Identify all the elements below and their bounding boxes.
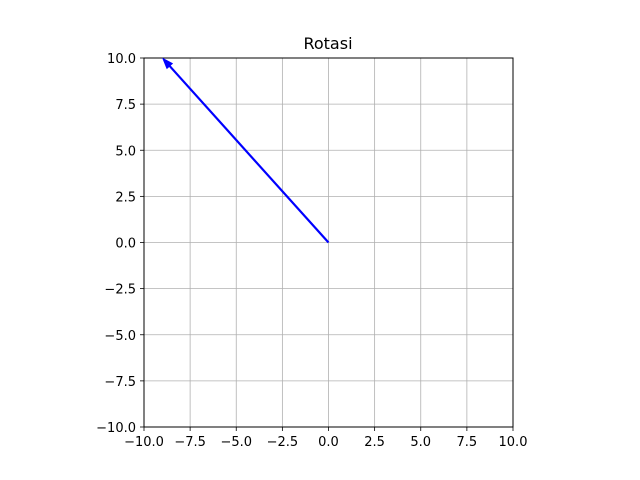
vector-head-0 <box>161 57 174 70</box>
y-tick-label-7: 7.5 <box>115 98 136 113</box>
y-tick-label-5: 2.5 <box>115 190 136 205</box>
vector-layer <box>161 57 330 244</box>
x-tick-label-0: −10.0 <box>124 435 164 450</box>
y-tick-label-0: −10.0 <box>96 421 136 436</box>
chart-title: Rotasi <box>303 34 352 53</box>
x-tick-label-6: 5.0 <box>410 435 431 450</box>
x-tick-label-2: −5.0 <box>220 435 252 450</box>
y-tick-label-6: 5.0 <box>115 144 136 159</box>
vector-shaft-0 <box>167 63 330 244</box>
y-tick-label-2: −5.0 <box>104 329 136 344</box>
y-tick-label-4: 0.0 <box>115 237 136 252</box>
y-tick-label-3: −2.5 <box>104 283 136 298</box>
tick-layer: −10.0 −7.5 −5.0 −2.5 0.0 2.5 5.0 7.5 10.0 −10.0 −7… <box>96 52 527 450</box>
x-tick-label-1: −7.5 <box>174 435 206 450</box>
x-tick-label-4: 0.0 <box>318 435 339 450</box>
x-tick-label-5: 2.5 <box>364 435 385 450</box>
y-tick-label-1: −7.5 <box>104 375 136 390</box>
y-tick-label-8: 10.0 <box>107 52 136 67</box>
x-tick-label-7: 7.5 <box>457 435 478 450</box>
x-tick-label-8: 10.0 <box>499 435 528 450</box>
x-tick-label-3: −2.5 <box>267 435 299 450</box>
